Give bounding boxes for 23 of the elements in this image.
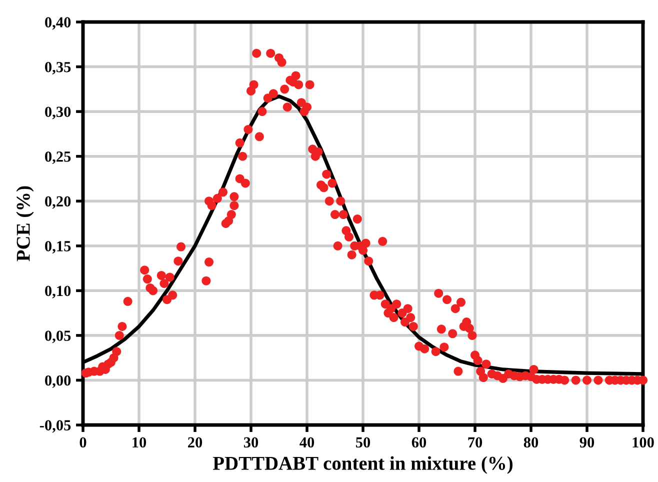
x-tick-label: 70 [468, 437, 482, 448]
x-tick-label: 60 [412, 437, 426, 448]
y-axis-title: PCE (%) [16, 186, 34, 262]
y-tick-label: 0,05 [45, 330, 71, 344]
x-tick-label: 50 [356, 437, 370, 448]
x-axis-title: PDTTDABT content in mixture (%) [212, 456, 512, 474]
x-tick-label: 10 [132, 437, 146, 448]
y-tick-label: 0,20 [45, 196, 71, 209]
y-tick-label: -0,05 [40, 420, 71, 433]
y-tick-label: 0,40 [45, 17, 71, 30]
x-tick-label: 0 [80, 437, 86, 448]
x-tick-label: 80 [524, 437, 538, 448]
y-tick-label: 0,25 [45, 151, 71, 164]
y-tick-label: 0,30 [45, 106, 71, 120]
y-tick-label: 0,00 [45, 375, 71, 388]
x-tick-label: 90 [580, 437, 594, 448]
x-tick-label: 100 [632, 437, 654, 448]
x-tick-label: 40 [300, 437, 314, 448]
x-tick-label: 20 [188, 437, 202, 448]
y-tick-label: 0,15 [45, 241, 71, 254]
x-tick-label: 30 [244, 437, 258, 448]
y-tick-label: 0,10 [45, 286, 71, 298]
y-tick-label: 0,35 [45, 62, 71, 74]
